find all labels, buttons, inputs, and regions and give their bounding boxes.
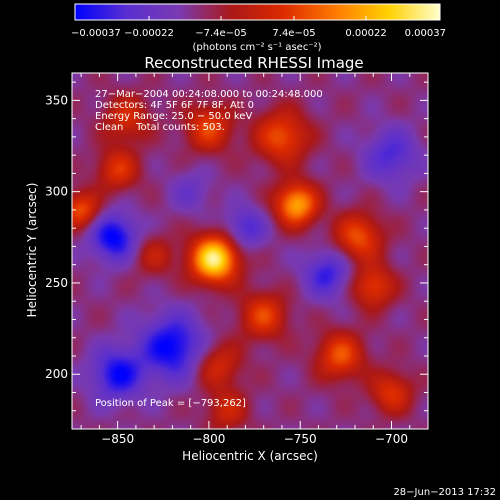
y-axis: 200 250 300 350 (45, 81, 428, 430)
annotation-peak: Position of Peak = [−793,262] (95, 398, 246, 409)
colorbar-tick-label: −7.4e−05 (195, 28, 247, 39)
colorbar-tick-label: 7.4e−05 (272, 28, 315, 39)
y-tick-label: 250 (45, 276, 68, 290)
colorbar-unit-label: (photons cm⁻² s⁻¹ asec⁻²) (192, 42, 321, 53)
x-tick-label: −750 (284, 432, 317, 446)
x-tick-label: −800 (192, 432, 225, 446)
annotation-time-range: 27−Mar−2004 00:24:08.000 to 00:24:48.000 (95, 89, 323, 100)
colorbar-tick-label: −0.00022 (124, 28, 174, 39)
x-axis: −850 −800 −750 −700 (80, 73, 429, 446)
x-tick-label: −850 (101, 432, 134, 446)
y-tick-label: 350 (45, 93, 68, 107)
footer-timestamp: 28−Jun−2013 17:32 (393, 487, 496, 498)
annotation-detectors: Detectors: 4F 5F 6F 7F 8F, Att 0 (95, 100, 254, 111)
colorbar (74, 3, 441, 21)
annotation-energy-range: Energy Range: 25.0 − 50.0 keV (95, 111, 252, 122)
colorbar-tick-label: −0.00037 (71, 28, 121, 39)
x-axis-label: Heliocentric X (arcsec) (182, 449, 318, 463)
y-tick-label: 200 (45, 367, 68, 381)
x-tick-label: −700 (375, 432, 408, 446)
annotation-method: Clean Total counts: 503. (95, 122, 225, 133)
heatmap-image (72, 73, 428, 429)
y-tick-label: 300 (45, 185, 68, 199)
chart-title: Reconstructed RHESSI Image (144, 54, 363, 72)
colorbar-tick-label: 0.00022 (345, 28, 386, 39)
plot-area (71, 72, 429, 430)
colorbar-ticks: −0.00037 −0.00022 −7.4e−05 7.4e−05 0.00022 0.… (71, 16, 446, 39)
colorbar-tick-label: 0.00037 (405, 28, 446, 39)
y-axis-label: Heliocentric Y (arcsec) (25, 183, 39, 318)
plot-frame (71, 72, 429, 430)
